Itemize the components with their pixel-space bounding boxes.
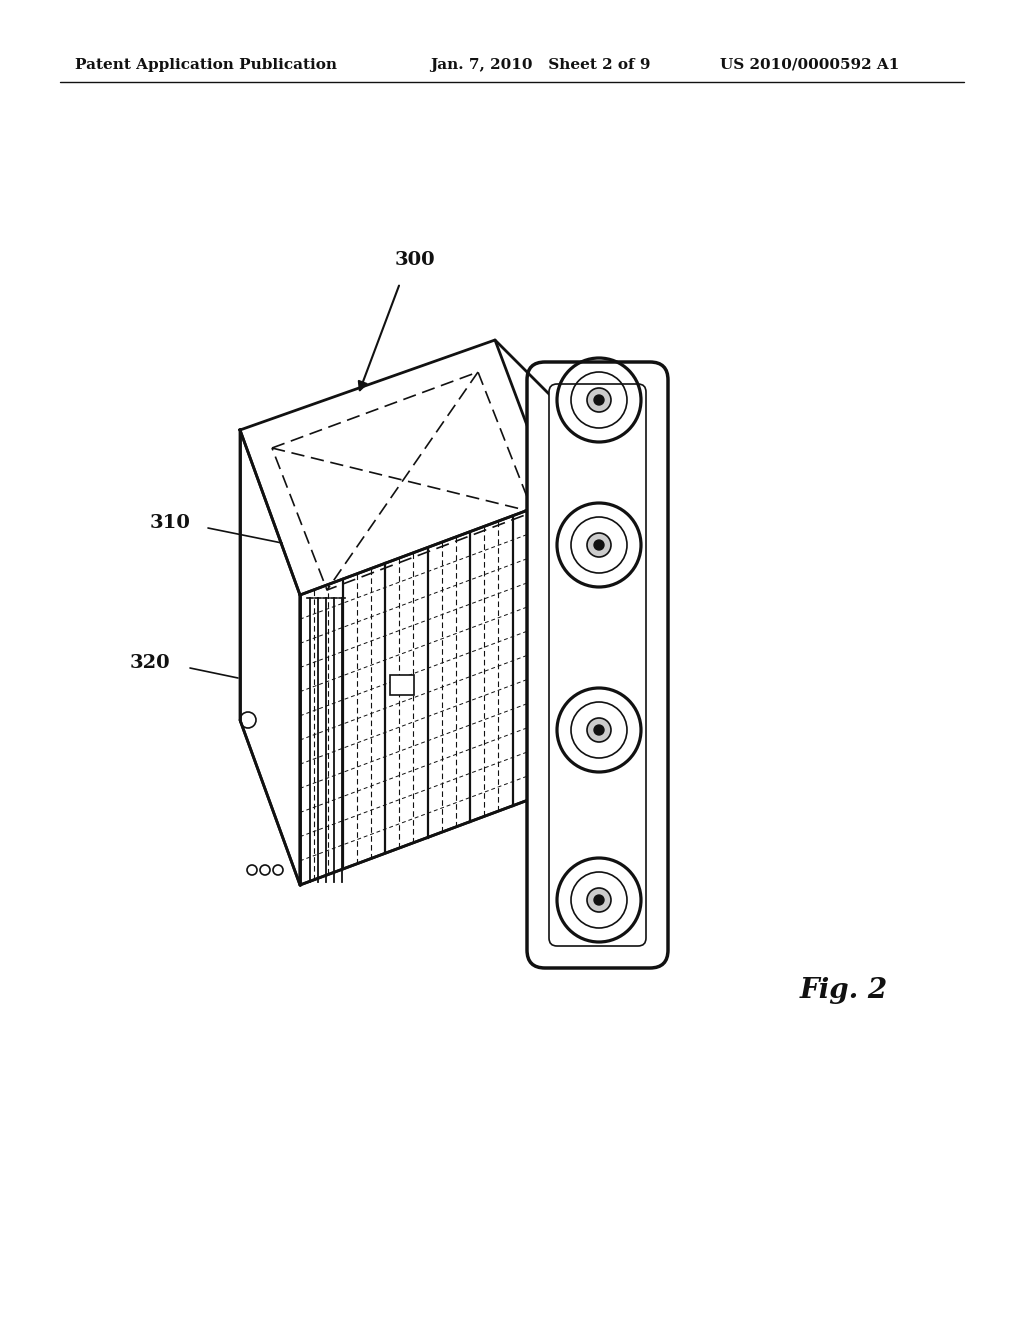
Circle shape — [587, 388, 611, 412]
Circle shape — [594, 540, 604, 550]
Circle shape — [587, 888, 611, 912]
FancyBboxPatch shape — [390, 675, 414, 696]
Circle shape — [587, 718, 611, 742]
Text: Fig. 2: Fig. 2 — [800, 977, 888, 1003]
Text: 300: 300 — [394, 251, 435, 269]
Circle shape — [594, 725, 604, 735]
Text: 310: 310 — [150, 513, 190, 532]
Text: Jan. 7, 2010   Sheet 2 of 9: Jan. 7, 2010 Sheet 2 of 9 — [430, 58, 650, 73]
Circle shape — [594, 395, 604, 405]
Circle shape — [594, 895, 604, 906]
FancyBboxPatch shape — [527, 362, 668, 968]
Text: Patent Application Publication: Patent Application Publication — [75, 58, 337, 73]
Text: 320: 320 — [130, 653, 170, 672]
Text: US 2010/0000592 A1: US 2010/0000592 A1 — [720, 58, 899, 73]
Circle shape — [587, 533, 611, 557]
FancyBboxPatch shape — [549, 384, 646, 946]
